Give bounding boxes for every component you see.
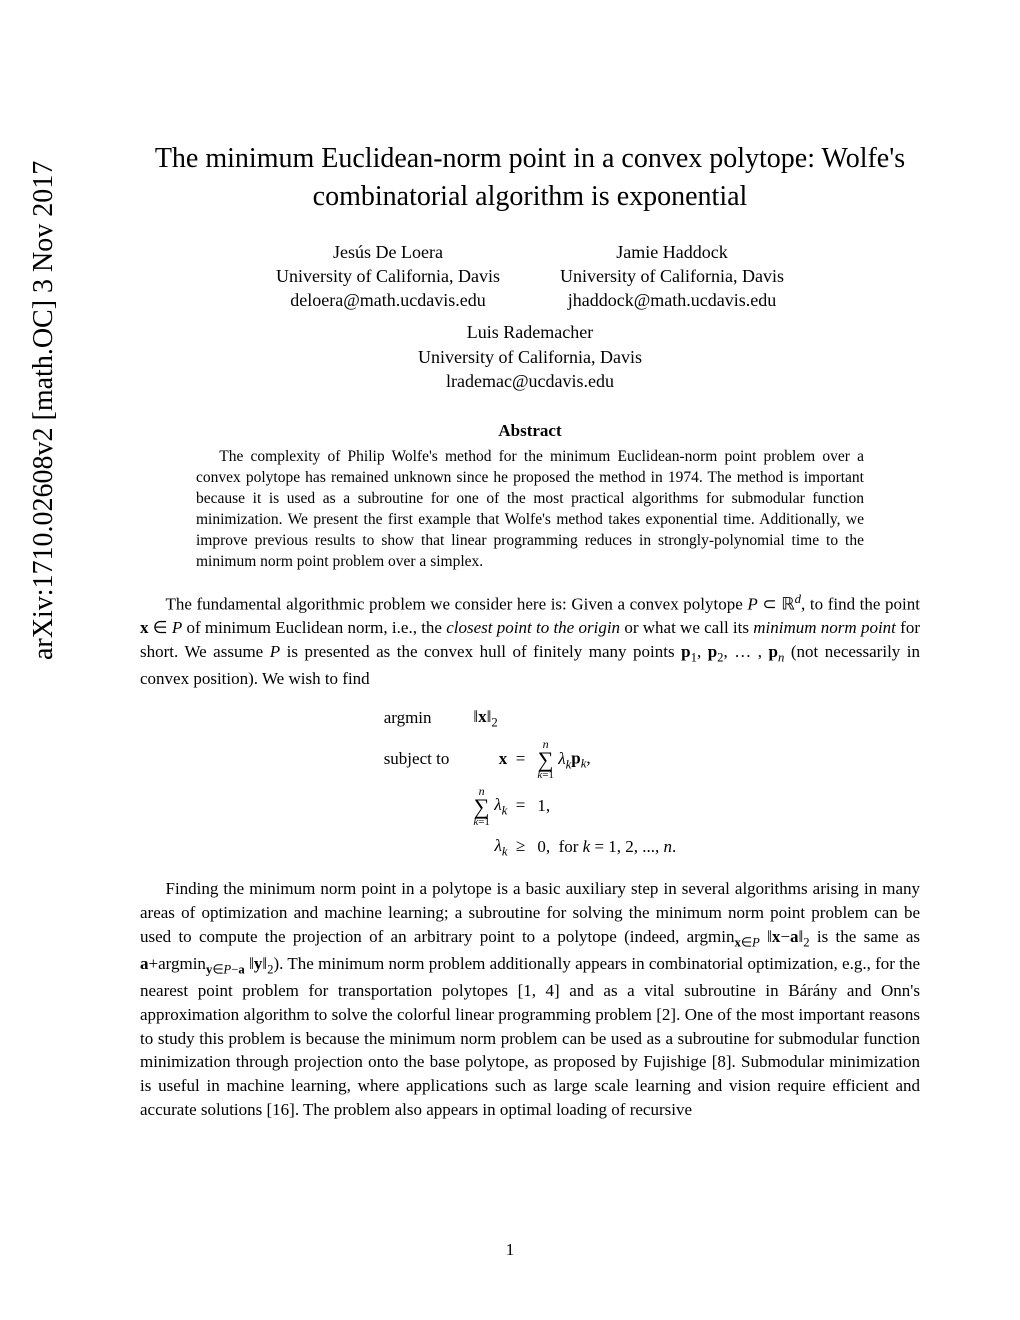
p1-ital: closest point to the origin bbox=[446, 618, 620, 637]
p1-pre: The fundamental algorithmic problem we c… bbox=[166, 595, 748, 614]
author-2-name: Jamie Haddock bbox=[616, 242, 727, 262]
author-1-aff: University of California, Davis bbox=[276, 266, 500, 286]
paper-title: The minimum Euclidean-norm point in a co… bbox=[140, 140, 920, 216]
optimization-display: argmin ‖x‖2 subject to x = n∑k=1 λkpk, n… bbox=[378, 701, 683, 865]
page-number: 1 bbox=[0, 1240, 1020, 1260]
p1-mid5: is presented as the convex hull of finit… bbox=[280, 642, 681, 661]
author-3-name: Luis Rademacher bbox=[467, 322, 593, 342]
p1-math-P: P bbox=[747, 595, 757, 614]
abstract-heading: Abstract bbox=[140, 421, 920, 441]
author-3: Luis Rademacher University of California… bbox=[140, 320, 920, 393]
p1-mid3: or what we call its bbox=[620, 618, 753, 637]
intro-paragraph-1: The fundamental algorithmic problem we c… bbox=[140, 591, 920, 691]
author-1-email: deloera@math.ucdavis.edu bbox=[290, 290, 486, 310]
author-2-email: jhaddock@math.ucdavis.edu bbox=[568, 290, 777, 310]
author-2-aff: University of California, Davis bbox=[560, 266, 784, 286]
author-1-name: Jesús De Loera bbox=[333, 242, 443, 262]
title-line-2: combinatorial algorithm is exponential bbox=[313, 181, 748, 212]
p1-ital2: minimum norm point bbox=[753, 618, 896, 637]
page-content: The minimum Euclidean-norm point in a co… bbox=[140, 140, 920, 1128]
p1-mid1: , to find the point bbox=[801, 595, 920, 614]
arxiv-sidebar-label: arXiv:1710.02608v2 [math.OC] 3 Nov 2017 bbox=[28, 161, 60, 660]
abstract-body: The complexity of Philip Wolfe's method … bbox=[196, 447, 864, 573]
author-2: Jamie Haddock University of California, … bbox=[560, 240, 784, 313]
author-3-aff: University of California, Davis bbox=[418, 347, 642, 367]
author-1: Jesús De Loera University of California,… bbox=[276, 240, 500, 313]
author-3-email: lrademac@ucdavis.edu bbox=[446, 371, 614, 391]
title-line-1: The minimum Euclidean-norm point in a co… bbox=[155, 143, 905, 174]
p2-mid: ). The minimum norm problem additionally… bbox=[140, 954, 920, 1119]
authors-row-1: Jesús De Loera University of California,… bbox=[140, 240, 920, 313]
p1-mid2: of minimum Euclidean norm, i.e., the bbox=[182, 618, 446, 637]
intro-paragraph-2: Finding the minimum norm point in a poly… bbox=[140, 877, 920, 1122]
